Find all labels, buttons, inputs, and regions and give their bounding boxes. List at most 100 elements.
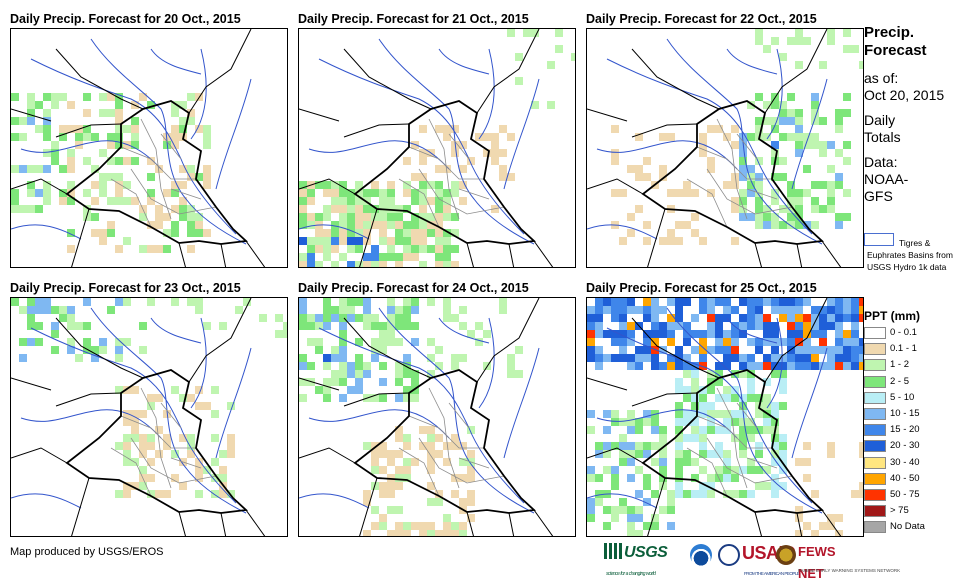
precip-cell	[195, 125, 203, 133]
precip-cell	[635, 442, 643, 450]
precip-cell	[627, 530, 635, 536]
precip-cell	[155, 245, 163, 253]
precip-cell	[771, 189, 779, 197]
precip-cell	[83, 109, 91, 117]
precip-cell	[355, 314, 363, 322]
precip-cell	[411, 378, 419, 386]
precip-cell	[187, 173, 195, 181]
precip-cell	[851, 338, 859, 346]
precip-cell	[819, 205, 827, 213]
precip-cell	[667, 133, 675, 141]
precip-cell	[627, 474, 635, 482]
precip-cell	[403, 522, 411, 530]
precip-cell	[723, 410, 731, 418]
precip-cell	[91, 346, 99, 354]
precip-cell	[419, 213, 427, 221]
precip-cell	[611, 298, 619, 306]
precip-cell	[171, 141, 179, 149]
precip-cell	[595, 354, 603, 362]
precip-cell	[27, 109, 35, 117]
precip-cell	[827, 514, 835, 522]
country-border	[587, 178, 644, 195]
precip-cell	[147, 458, 155, 466]
precip-cell	[483, 149, 491, 157]
precip-cell	[147, 101, 155, 109]
precip-cell	[371, 189, 379, 197]
precip-cell	[19, 133, 27, 141]
precip-cell	[379, 213, 387, 221]
precip-map-22[interactable]	[586, 28, 864, 268]
precip-cell	[379, 442, 387, 450]
usgs-logo[interactable]: USGS science for a changing world	[604, 541, 688, 577]
precip-cell	[115, 197, 123, 205]
precip-cell	[595, 314, 603, 322]
precip-cell	[411, 370, 419, 378]
precip-cell	[787, 189, 795, 197]
precip-cell	[331, 346, 339, 354]
precip-cell	[307, 314, 315, 322]
precip-cell	[691, 378, 699, 386]
precip-cell	[787, 221, 795, 229]
precip-cell	[659, 237, 667, 245]
precip-cell	[355, 261, 363, 267]
precip-cell	[299, 213, 307, 221]
precip-map-21[interactable]	[298, 28, 576, 268]
precip-cell	[379, 514, 387, 522]
precip-cell	[771, 37, 779, 45]
precip-map-20[interactable]	[10, 28, 288, 268]
precip-cell	[11, 205, 19, 213]
ppt-legend: PPT (mm) 0 - 0.1 0.1 - 1 1 - 2 2 - 5 5 - 10 1…	[864, 307, 964, 535]
precip-cell	[99, 149, 107, 157]
precip-cell	[147, 221, 155, 229]
noaa-logo-icon[interactable]	[690, 544, 712, 566]
precip-cell	[51, 157, 59, 165]
precip-cell	[739, 426, 747, 434]
precip-cell	[683, 394, 691, 402]
precip-cell	[147, 298, 155, 306]
precip-cell	[91, 197, 99, 205]
precip-cell	[411, 253, 419, 261]
fews-net-logo[interactable]: FEWS NET FAMINE EARLY WARNING SYSTEMS NET…	[798, 541, 900, 581]
precip-cell	[827, 442, 835, 450]
precip-cell	[299, 197, 307, 205]
precip-cell	[699, 330, 707, 338]
precip-cell	[403, 298, 411, 306]
precip-cell	[379, 394, 387, 402]
precip-cell	[619, 338, 627, 346]
precip-cell	[699, 362, 707, 370]
precip-cell	[411, 394, 419, 402]
legend-title: PPT (mm)	[864, 309, 921, 323]
precip-cell	[707, 474, 715, 482]
precip-cell	[387, 189, 395, 197]
precip-cell	[827, 165, 835, 173]
precip-cell	[643, 498, 651, 506]
precip-cell	[651, 314, 659, 322]
precip-cell	[659, 330, 667, 338]
precip-cell	[443, 245, 451, 253]
precip-map-23[interactable]	[10, 297, 288, 537]
precip-cell	[683, 386, 691, 394]
precip-cell	[435, 221, 443, 229]
iraq-border	[353, 100, 537, 245]
precip-cell	[739, 466, 747, 474]
precip-cell	[51, 322, 59, 330]
precip-cell	[323, 354, 331, 362]
precip-cell	[299, 237, 307, 245]
precip-cell	[379, 229, 387, 237]
precip-cell	[683, 370, 691, 378]
precip-cell	[835, 213, 843, 221]
precip-cell	[299, 362, 307, 370]
precip-cell	[763, 221, 771, 229]
precip-cell	[115, 245, 123, 253]
precip-cell	[347, 306, 355, 314]
precip-cell	[451, 181, 459, 189]
precip-cell	[507, 354, 515, 362]
precip-map-25[interactable]	[586, 297, 864, 537]
precip-map-24[interactable]	[298, 297, 576, 537]
precip-cell	[347, 229, 355, 237]
legend-label: > 75	[890, 505, 909, 517]
precip-cell	[667, 506, 675, 514]
precip-cell	[811, 314, 819, 322]
precip-cell	[347, 237, 355, 245]
precip-cell	[427, 458, 435, 466]
